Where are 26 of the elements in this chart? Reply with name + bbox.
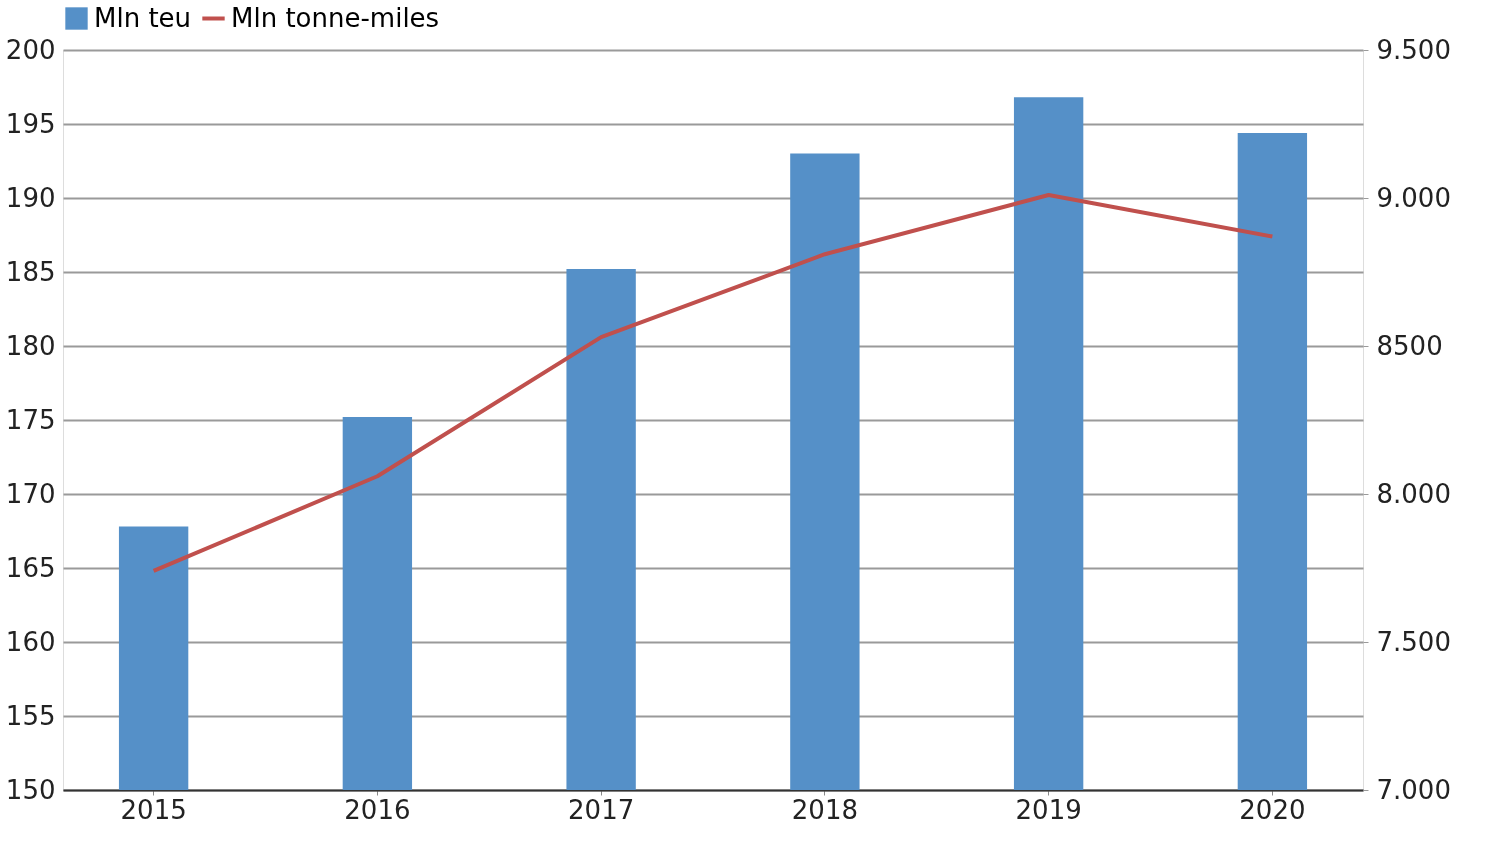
legend-label: Mln tonne-miles	[231, 2, 440, 33]
y-tick-label: 180	[5, 330, 56, 361]
y2-tick-label: 7.000	[1376, 774, 1451, 805]
y-tick-label: 170	[5, 478, 56, 509]
x-tick-label: 2016	[344, 794, 411, 825]
y2-tick-label: 8.000	[1376, 478, 1451, 509]
x-tick-label: 2020	[1239, 794, 1306, 825]
y2-tick-label: 9.000	[1376, 182, 1451, 213]
x-tick-label: 2019	[1015, 794, 1082, 825]
y2-tick-label: 9.500	[1376, 34, 1451, 65]
y-tick-label: 150	[5, 774, 56, 805]
y2-tick-label: 8500	[1376, 330, 1443, 361]
y2-tick-label: 7.500	[1376, 626, 1451, 657]
y-tick-label: 160	[5, 626, 56, 657]
y-tick-label: 200	[5, 34, 56, 65]
y-tick-label: 185	[5, 256, 56, 287]
y-tick-label: 165	[5, 552, 56, 583]
x-tick-label: 2018	[791, 794, 858, 825]
y-tick-label: 155	[5, 700, 56, 731]
legend-label: Mln teu	[94, 2, 192, 33]
x-tick-label: 2017	[568, 794, 635, 825]
y-tick-label: 195	[5, 108, 56, 139]
x-tick-label: 2015	[120, 794, 187, 825]
y-tick-label: 175	[5, 404, 56, 435]
line-series	[151, 193, 1275, 573]
y-tick-label: 190	[5, 182, 56, 213]
